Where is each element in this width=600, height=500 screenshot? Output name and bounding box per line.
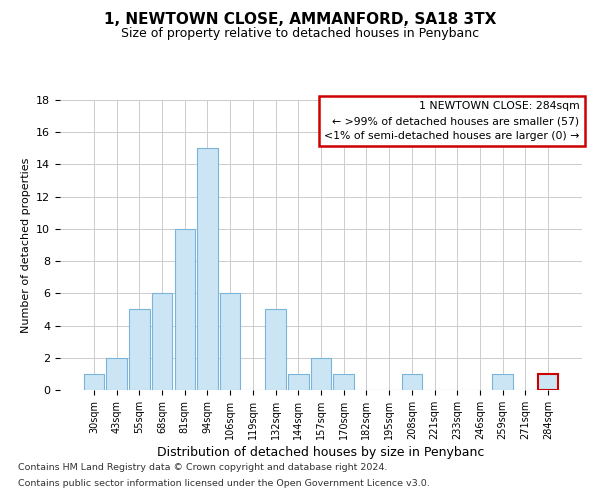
Text: Size of property relative to detached houses in Penybanc: Size of property relative to detached ho… bbox=[121, 28, 479, 40]
Bar bbox=[401, 374, 422, 390]
Bar bbox=[334, 374, 354, 390]
Text: 1, NEWTOWN CLOSE, AMMANFORD, SA18 3TX: 1, NEWTOWN CLOSE, AMMANFORD, SA18 3TX bbox=[104, 12, 496, 28]
Bar bbox=[493, 374, 513, 390]
Bar bbox=[106, 358, 127, 390]
X-axis label: Distribution of detached houses by size in Penybanc: Distribution of detached houses by size … bbox=[157, 446, 485, 459]
Bar bbox=[288, 374, 308, 390]
Bar bbox=[152, 294, 172, 390]
Text: 1 NEWTOWN CLOSE: 284sqm
← >99% of detached houses are smaller (57)
<1% of semi-d: 1 NEWTOWN CLOSE: 284sqm ← >99% of detach… bbox=[324, 102, 580, 141]
Bar bbox=[175, 229, 195, 390]
Text: Contains HM Land Registry data © Crown copyright and database right 2024.: Contains HM Land Registry data © Crown c… bbox=[18, 464, 388, 472]
Bar bbox=[220, 294, 241, 390]
Bar bbox=[311, 358, 331, 390]
Text: Contains public sector information licensed under the Open Government Licence v3: Contains public sector information licen… bbox=[18, 478, 430, 488]
Bar bbox=[538, 374, 558, 390]
Bar bbox=[129, 310, 149, 390]
Y-axis label: Number of detached properties: Number of detached properties bbox=[20, 158, 31, 332]
Bar bbox=[265, 310, 286, 390]
Bar bbox=[197, 148, 218, 390]
Bar bbox=[84, 374, 104, 390]
